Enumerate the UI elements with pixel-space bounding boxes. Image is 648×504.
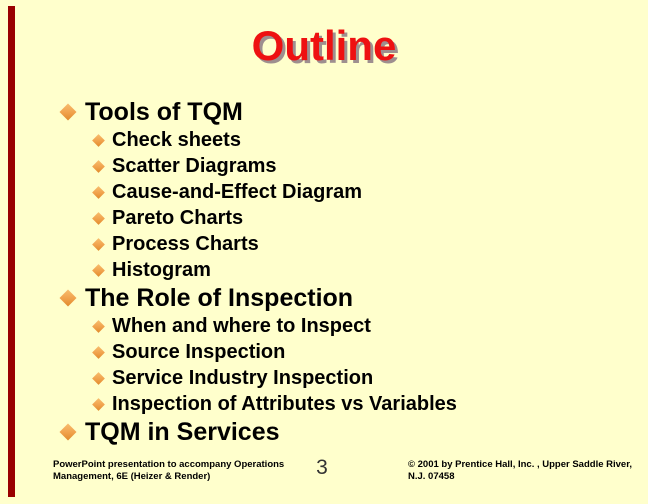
bullet-item: Inspection of Attributes vs Variables: [0, 391, 648, 417]
bullet-text: Cause-and-Effect Diagram: [112, 180, 363, 203]
bullet-item: Scatter Diagrams: [0, 153, 648, 179]
diamond-bullet-icon: [92, 397, 105, 411]
bullet-item: Pareto Charts: [0, 205, 648, 231]
diamond-bullet-icon: [59, 103, 77, 121]
diamond-bullet-icon: [59, 289, 77, 307]
diamond-bullet-icon: [59, 423, 77, 441]
bullet-item: Service Industry Inspection: [0, 365, 648, 391]
footer-copyright: © 2001 by Prentice Hall, Inc. , Upper Sa…: [408, 459, 632, 482]
bullet-item: Process Charts: [0, 231, 648, 257]
slide-title: Outline: [251, 22, 397, 69]
diamond-bullet-icon: [92, 319, 105, 333]
page-number: 3: [316, 456, 328, 479]
bullet-text: Check sheets: [112, 128, 241, 151]
diamond-bullet-icon: [92, 263, 105, 277]
diamond-bullet-icon: [92, 345, 105, 359]
left-accent-bar: [8, 6, 15, 497]
footer-credit: PowerPoint presentation to accompany Ope…: [53, 459, 284, 482]
footer-copyright-line2: N.J. 07458: [408, 470, 455, 482]
bullet-text: Inspection of Attributes vs Variables: [112, 392, 457, 415]
diamond-bullet-icon: [92, 133, 105, 147]
bullet-text: The Role of Inspection: [85, 283, 354, 312]
bullet-text: When and where to Inspect: [112, 314, 371, 337]
bullet-text: Scatter Diagrams: [112, 154, 277, 177]
bullet-list: Tools of TQM Check sheets Scatter Diagrams…: [0, 97, 648, 447]
footer-copyright-line1: © 2001 by Prentice Hall, Inc. , Upper Sa…: [408, 459, 633, 470]
bullet-item: Source Inspection: [0, 339, 648, 365]
diamond-bullet-icon: [92, 211, 105, 225]
bullet-item: Check sheets: [0, 127, 648, 153]
diamond-bullet-icon: [92, 371, 105, 385]
bullet-text: Tools of TQM: [85, 97, 243, 126]
footer-credit-line2: Management, 6E (Heizer & Render): [53, 470, 211, 482]
diamond-bullet-icon: [92, 185, 105, 199]
diamond-bullet-icon: [92, 237, 105, 251]
footer-credit-line1: PowerPoint presentation to accompany Ope…: [53, 459, 285, 470]
bullet-text: Pareto Charts: [112, 206, 244, 229]
bullet-item: Histogram: [0, 257, 648, 283]
bullet-text: Service Industry Inspection: [112, 366, 374, 389]
bullet-item: Cause-and-Effect Diagram: [0, 179, 648, 205]
bullet-text: Histogram: [112, 258, 211, 281]
bullet-item: When and where to Inspect: [0, 313, 648, 339]
bullet-text: Process Charts: [112, 232, 259, 255]
diamond-bullet-icon: [92, 159, 105, 173]
bullet-item: Tools of TQM: [0, 97, 648, 127]
bullet-text: TQM in Services: [85, 417, 280, 446]
bullet-text: Source Inspection: [112, 340, 286, 363]
bullet-item: The Role of Inspection: [0, 283, 648, 313]
bullet-item: TQM in Services: [0, 417, 648, 447]
